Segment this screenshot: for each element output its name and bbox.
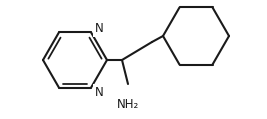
Text: N: N [95, 22, 103, 35]
Text: NH₂: NH₂ [117, 99, 139, 112]
Text: N: N [95, 85, 103, 99]
